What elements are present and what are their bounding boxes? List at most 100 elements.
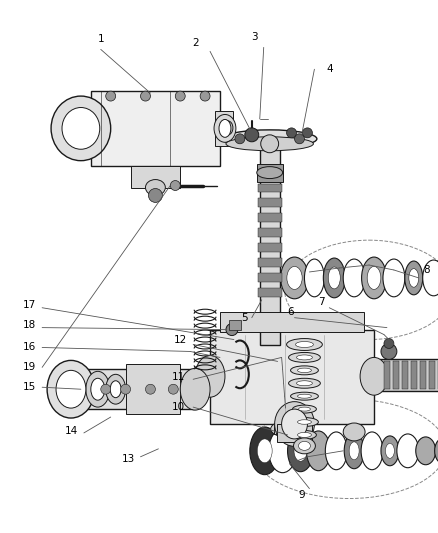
Ellipse shape [62, 108, 99, 149]
Text: 18: 18 [22, 320, 36, 329]
Ellipse shape [385, 443, 393, 458]
Ellipse shape [280, 257, 308, 299]
Ellipse shape [287, 430, 313, 472]
Bar [401, 361, 407, 389]
Bar [410, 361, 416, 389]
Ellipse shape [288, 352, 320, 362]
Ellipse shape [359, 358, 387, 395]
Ellipse shape [298, 441, 310, 450]
Ellipse shape [292, 405, 316, 413]
Text: 17: 17 [22, 300, 36, 310]
Text: 15: 15 [22, 382, 36, 392]
Bar [257, 243, 281, 252]
Ellipse shape [348, 442, 358, 460]
Ellipse shape [296, 381, 312, 386]
Text: 6: 6 [286, 306, 293, 317]
Text: 3: 3 [251, 33, 258, 43]
Text: 2: 2 [191, 38, 198, 49]
Ellipse shape [382, 259, 404, 297]
Ellipse shape [286, 338, 321, 351]
Circle shape [101, 384, 110, 394]
Ellipse shape [380, 436, 398, 466]
Bar [257, 198, 281, 207]
Ellipse shape [360, 432, 382, 470]
Bar [229, 320, 240, 329]
Ellipse shape [292, 431, 316, 439]
Ellipse shape [306, 431, 329, 471]
Text: 14: 14 [64, 426, 78, 436]
Text: 11: 11 [171, 372, 184, 382]
Ellipse shape [297, 432, 311, 438]
Ellipse shape [270, 420, 312, 438]
Circle shape [120, 384, 130, 394]
Circle shape [234, 134, 244, 144]
Circle shape [140, 91, 150, 101]
Ellipse shape [290, 366, 318, 375]
Ellipse shape [249, 427, 279, 475]
Circle shape [175, 91, 185, 101]
Bar [209, 329, 373, 424]
Text: 13: 13 [122, 454, 135, 464]
Ellipse shape [343, 259, 364, 297]
Ellipse shape [408, 269, 418, 287]
Circle shape [380, 343, 396, 359]
Text: 1: 1 [97, 35, 104, 44]
Circle shape [383, 338, 393, 349]
Bar [383, 361, 389, 389]
Circle shape [106, 91, 115, 101]
Bar [259, 149, 279, 344]
Bar [257, 213, 281, 222]
Ellipse shape [366, 266, 380, 289]
Ellipse shape [295, 342, 313, 348]
Circle shape [286, 128, 296, 138]
Bar [130, 166, 180, 188]
Text: 8: 8 [422, 265, 429, 275]
Ellipse shape [290, 392, 318, 400]
Ellipse shape [106, 374, 125, 404]
Ellipse shape [260, 135, 278, 153]
Ellipse shape [293, 438, 314, 454]
Circle shape [226, 324, 237, 336]
Ellipse shape [47, 360, 95, 418]
Ellipse shape [257, 439, 272, 463]
Ellipse shape [268, 429, 296, 473]
Ellipse shape [297, 368, 311, 373]
Text: 7: 7 [317, 297, 324, 307]
Circle shape [294, 134, 304, 144]
Ellipse shape [226, 137, 313, 151]
Bar [273, 424, 309, 434]
Text: 9: 9 [297, 489, 304, 499]
Ellipse shape [361, 257, 385, 299]
Bar [257, 273, 281, 282]
Bar [437, 361, 438, 389]
Ellipse shape [297, 420, 311, 424]
Ellipse shape [323, 258, 344, 298]
Ellipse shape [296, 355, 312, 360]
Ellipse shape [286, 266, 301, 289]
Bar [125, 365, 180, 414]
Ellipse shape [51, 96, 110, 160]
Ellipse shape [293, 440, 306, 461]
Text: 10: 10 [171, 402, 184, 412]
Ellipse shape [281, 409, 307, 439]
Bar [256, 164, 282, 182]
Ellipse shape [415, 437, 434, 465]
Ellipse shape [110, 381, 121, 398]
Ellipse shape [290, 417, 318, 426]
Ellipse shape [396, 434, 418, 468]
Ellipse shape [304, 259, 324, 297]
Circle shape [244, 128, 258, 142]
Ellipse shape [145, 180, 165, 196]
Ellipse shape [222, 130, 316, 148]
Bar [219, 312, 363, 332]
Circle shape [148, 189, 162, 203]
Bar [392, 361, 398, 389]
Circle shape [145, 384, 155, 394]
Ellipse shape [325, 432, 346, 470]
Ellipse shape [223, 121, 233, 135]
Bar [257, 183, 281, 192]
Bar [257, 288, 281, 297]
Bar [419, 361, 425, 389]
Bar [378, 359, 438, 391]
Bar [276, 424, 312, 442]
